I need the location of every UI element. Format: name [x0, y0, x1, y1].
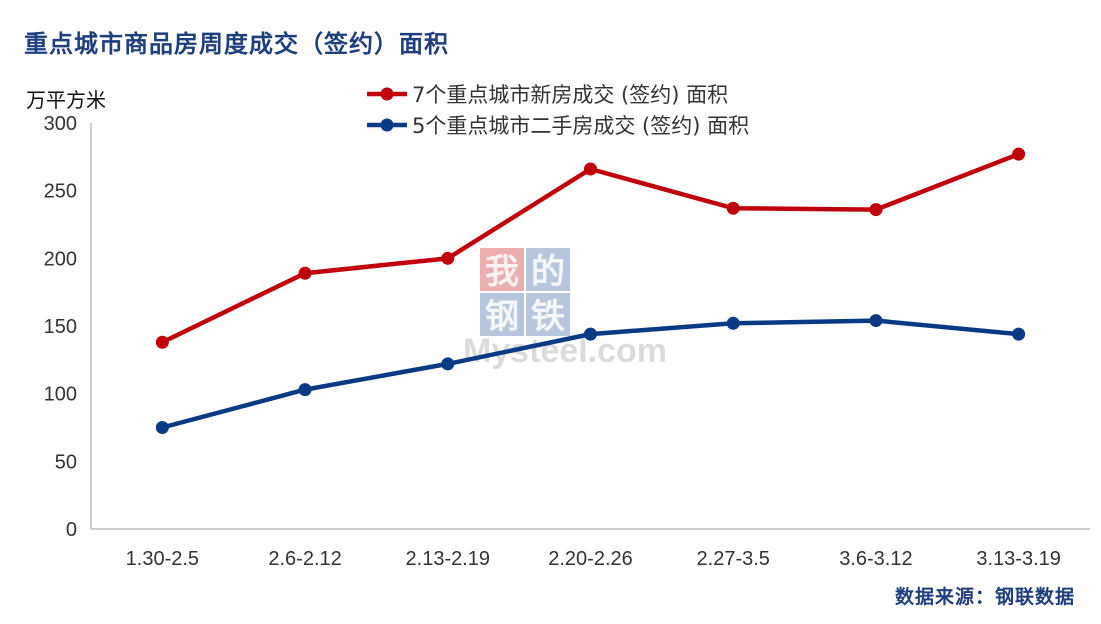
x-tick-label: 2.20-2.26: [548, 548, 633, 570]
data-point: [726, 201, 740, 215]
watermark-tile: [526, 248, 570, 291]
data-point: [298, 383, 312, 397]
series-line-1: [160, 151, 1021, 345]
data-point: [869, 203, 883, 217]
y-tick-label: 200: [44, 248, 77, 270]
y-axis-unit-label: 万平方米: [26, 88, 106, 112]
watermark-tile: [526, 293, 570, 336]
x-tick-label: 1.30-2.5: [126, 548, 199, 570]
x-tick-label: 2.27-3.5: [697, 548, 770, 570]
chart-series: [155, 147, 1026, 434]
data-point: [155, 335, 169, 349]
legend-label: 5个重点城市二手房成交 (签约) 面积: [412, 114, 749, 138]
data-point: [441, 357, 455, 371]
y-tick-label: 100: [44, 384, 77, 406]
data-point: [869, 314, 883, 328]
y-tick-label: 0: [66, 519, 77, 541]
chart-title: 重点城市商品房周度成交（签约）面积: [24, 29, 449, 58]
watermark-char: 铁: [531, 297, 565, 337]
data-point: [584, 327, 597, 341]
y-tick-label: 50: [55, 451, 77, 473]
x-tick-label: 3.13-3.19: [976, 548, 1061, 570]
data-point: [1012, 147, 1026, 161]
data-point: [441, 251, 455, 265]
data-point: [584, 162, 597, 176]
watermark-tile: [480, 293, 524, 336]
watermark-char: 钢: [485, 297, 519, 337]
x-tick-label: 2.13-2.19: [406, 548, 491, 570]
x-tick-label: 3.6-3.12: [839, 548, 912, 570]
data-point: [1012, 327, 1026, 341]
legend-swatch-marker: [380, 118, 394, 132]
data-point: [298, 266, 312, 280]
legend-swatch-marker: [380, 87, 394, 101]
chart-axes: 0 50 100 150 200 250 300 1.30-2.5 2.6-2.12 2.13-2…: [44, 113, 1090, 570]
data-source-label: 数据来源：钢联数据: [894, 586, 1075, 608]
watermark-tile: [480, 248, 524, 291]
y-tick-label: 150: [44, 316, 77, 338]
x-tick-label: 2.6-2.12: [268, 548, 341, 570]
mysteel-watermark: 我的钢 铁Mysteel.com: [463, 248, 667, 370]
watermark-char: 我: [485, 252, 519, 292]
data-point: [155, 421, 169, 434]
watermark-char: 的: [531, 252, 565, 292]
y-tick-label: 250: [44, 181, 77, 203]
legend-label: 7个重点城市新房成交 (签约) 面积: [412, 83, 728, 107]
y-tick-label: 300: [44, 113, 77, 135]
chart-legend: 7个重点城市新房成交 (签约) 面积 5个重点城市二手房成交 (签约) 面积: [367, 83, 749, 138]
data-point: [726, 316, 740, 330]
